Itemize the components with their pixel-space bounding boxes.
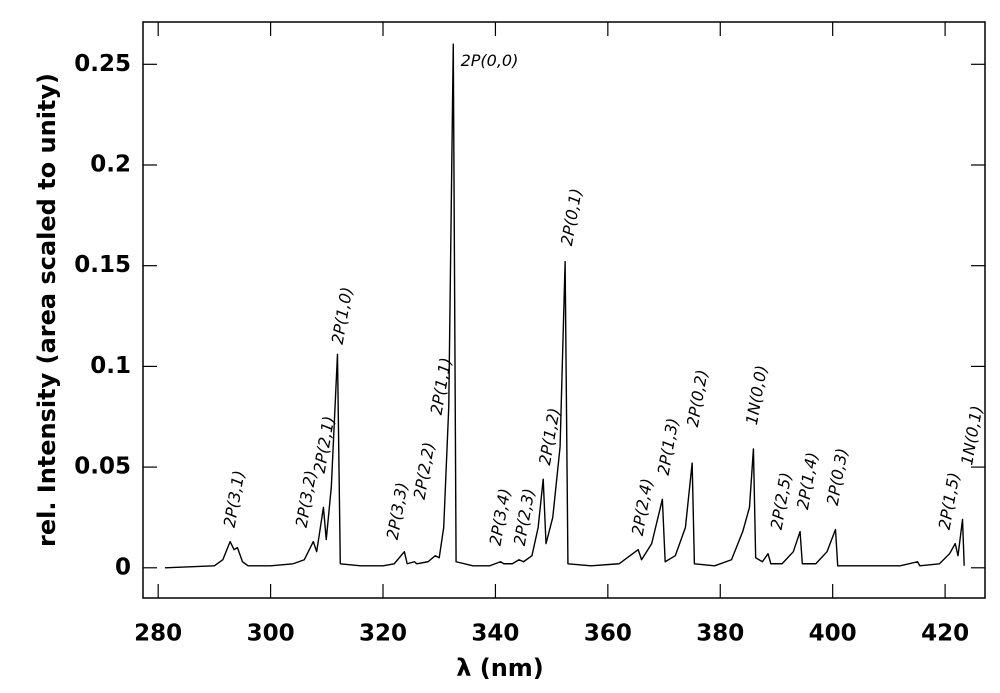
peak-label: 2P(3,3) bbox=[383, 481, 412, 541]
spectrum-line bbox=[164, 43, 965, 569]
x-axis-label: λ (nm) bbox=[456, 654, 544, 682]
peak-label: 2P(2,2) bbox=[410, 441, 439, 501]
plot-frame bbox=[142, 21, 986, 599]
x-tick-label: 300 bbox=[247, 621, 295, 647]
x-tick-label: 320 bbox=[359, 621, 407, 647]
peak-label: 2P(1,5) bbox=[935, 471, 964, 531]
x-tick-label: 360 bbox=[584, 621, 632, 647]
peak-label: 2P(1,4) bbox=[793, 451, 822, 511]
peak-label: 2P(2,1) bbox=[310, 414, 339, 474]
x-tick-label: 280 bbox=[134, 621, 182, 647]
x-tick-label: 380 bbox=[696, 621, 744, 647]
peak-label: 2P(2,4) bbox=[628, 477, 657, 537]
peak-label: 2P(2,3) bbox=[510, 487, 539, 547]
peak-label: 2P(1,1) bbox=[427, 356, 456, 416]
peak-label: 2P(0,0) bbox=[461, 51, 519, 70]
peak-label: 1N(0,0) bbox=[742, 364, 771, 426]
y-axis-label: rel. Intensity (area scaled to unity) bbox=[33, 73, 61, 547]
x-tick-label: 420 bbox=[921, 621, 969, 647]
y-tick-label: 0.15 bbox=[74, 252, 131, 278]
y-tick-label: 0.25 bbox=[74, 51, 131, 77]
peak-label: 2P(2,5) bbox=[767, 471, 796, 531]
peak-label: 2P(3,2) bbox=[292, 469, 321, 529]
peak-label: 2P(0,2) bbox=[683, 368, 712, 428]
y-tick-label: 0.1 bbox=[90, 353, 131, 379]
peak-label: 2P(3,1) bbox=[220, 469, 249, 529]
peak-label: 2P(1,0) bbox=[328, 286, 357, 346]
y-tick-label: 0.05 bbox=[74, 454, 131, 480]
y-tick-label: 0 bbox=[115, 554, 131, 580]
peak-label: 1N(0,1) bbox=[957, 404, 986, 466]
peak-label: 2P(0,3) bbox=[823, 447, 852, 507]
y-tick-label: 0.2 bbox=[90, 151, 131, 177]
x-tick-label: 400 bbox=[809, 621, 857, 647]
peak-label: 2P(0,1) bbox=[557, 187, 586, 247]
x-tick-label: 340 bbox=[471, 621, 519, 647]
peak-label: 2P(1,3) bbox=[654, 416, 683, 476]
